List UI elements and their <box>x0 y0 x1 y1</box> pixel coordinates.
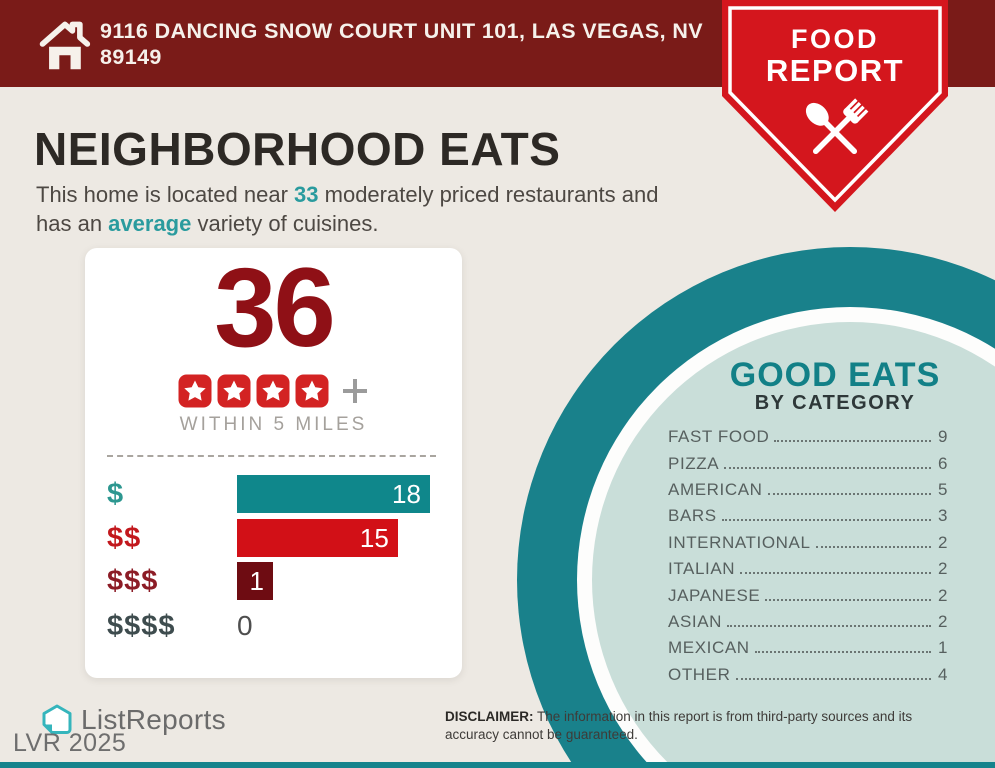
bar-value: 0 <box>237 610 253 641</box>
bar-value: 18 <box>392 478 421 509</box>
category-panel-subtitle: BY CATEGORY <box>754 392 916 414</box>
category-value: 2 <box>937 532 948 552</box>
category-value: 4 <box>937 664 948 684</box>
category-label: FAST FOOD <box>668 427 770 447</box>
category-label: ITALIAN <box>668 559 736 579</box>
total-restaurants: 36 <box>214 245 336 370</box>
disclaimer-label: DISCLAIMER: <box>445 709 534 724</box>
category-row: FAST FOOD 9 <box>668 424 948 450</box>
category-value: 2 <box>937 611 948 631</box>
disclaimer: DISCLAIMER: The information in this repo… <box>445 708 960 743</box>
star-icon <box>256 374 289 408</box>
listreports-logo-icon <box>42 704 72 734</box>
price-bar-row: $$$$ 0 <box>107 607 436 645</box>
category-panel-title: GOOD EATS <box>729 356 941 394</box>
address-line-2: 89149 <box>100 45 162 69</box>
category-label: AMERICAN <box>668 479 763 499</box>
category-label: ASIAN <box>668 611 723 631</box>
address-line-1: 9116 DANCING SNOW COURT UNIT 101, LAS VE… <box>100 19 703 43</box>
star-icon <box>178 374 211 408</box>
category-list: FAST FOOD 9 PIZZA 6 AMERICAN 5 BARS 3 INTERN… <box>668 424 948 688</box>
page-subtitle: This home is located near 33 moderately … <box>36 180 696 238</box>
watermark: LVR 2025 <box>13 729 127 757</box>
subtitle-pre: This home is located near <box>36 182 295 207</box>
category-row: JAPANESE 2 <box>668 582 948 608</box>
price-bar-row: $$ 15 <box>107 519 436 557</box>
category-value: 3 <box>937 506 948 526</box>
property-address: 9116 DANCING SNOW COURT UNIT 101, LAS VE… <box>100 18 703 70</box>
disclaimer-text: The information in this report is from t… <box>445 709 913 742</box>
bar: 18 <box>237 475 430 513</box>
category-row: PIZZA 6 <box>668 450 948 476</box>
dot-leader <box>740 572 931 575</box>
page-title: NEIGHBORHOOD EATS <box>34 123 561 175</box>
bar-value: 1 <box>249 565 264 596</box>
dot-leader <box>815 545 931 548</box>
dot-leader <box>724 466 931 469</box>
dot-leader <box>754 651 931 654</box>
category-label: BARS <box>668 506 717 526</box>
category-value: 5 <box>937 479 948 499</box>
dot-leader <box>727 624 931 627</box>
restaurant-count: 33 <box>294 182 319 207</box>
category-row: MEXICAN 1 <box>668 635 948 661</box>
bar: 0 <box>237 607 253 645</box>
restaurant-summary-card: 36 WITHIN 5 MILES $ 18 $$ 15 $$$ 1 $$$$ … <box>85 248 462 678</box>
bar: 1 <box>237 562 273 600</box>
category-label: PIZZA <box>668 453 720 473</box>
bar-category-label: $ <box>107 478 125 510</box>
category-value: 1 <box>937 638 948 658</box>
radius-caption: WITHIN 5 MILES <box>179 414 368 435</box>
food-report-badge: FOOD REPORT <box>722 0 948 212</box>
category-row: OTHER 4 <box>668 662 948 688</box>
variety-rating: average <box>108 211 192 236</box>
category-value: 2 <box>937 559 948 579</box>
category-label: MEXICAN <box>668 638 750 658</box>
bottom-accent-bar <box>0 762 995 768</box>
subtitle-post: variety of cuisines. <box>191 211 379 236</box>
dot-leader <box>735 677 931 680</box>
category-row: AMERICAN 5 <box>668 477 948 503</box>
dashed-divider <box>107 455 436 457</box>
badge-ribbon-shape <box>722 0 948 212</box>
category-value: 6 <box>937 453 948 473</box>
bar-value: 15 <box>359 522 389 553</box>
category-row: INTERNATIONAL 2 <box>668 530 948 556</box>
bar-category-label: $$$$ <box>107 610 176 642</box>
bar: 15 <box>237 519 398 557</box>
plus-icon <box>342 379 367 403</box>
dot-leader <box>721 519 931 522</box>
listreports-brand: ListReports <box>40 703 226 737</box>
bar-category-label: $$$ <box>107 565 159 597</box>
star-rating <box>85 374 462 408</box>
category-label: OTHER <box>668 664 731 684</box>
brand-name: ListReports <box>81 704 226 735</box>
star-icon <box>217 374 250 408</box>
category-row: ASIAN 2 <box>668 609 948 635</box>
star-icon <box>295 374 328 408</box>
bar-category-label: $$ <box>107 522 142 554</box>
price-bar-row: $$$ 1 <box>107 562 436 600</box>
dot-leader <box>765 598 931 601</box>
category-label: INTERNATIONAL <box>668 532 811 552</box>
dot-leader <box>767 492 931 495</box>
price-bar-row: $ 18 <box>107 475 436 513</box>
dot-leader <box>774 440 931 443</box>
badge-title-line2: REPORT <box>765 53 905 88</box>
category-label: JAPANESE <box>668 585 761 605</box>
subtitle-mid: moderately priced restaurants and has an <box>36 182 659 236</box>
category-row: ITALIAN 2 <box>668 556 948 582</box>
house-icon <box>39 21 91 70</box>
category-value: 9 <box>937 427 948 447</box>
category-value: 2 <box>937 585 948 605</box>
badge-title-line1: FOOD <box>791 24 879 54</box>
crossed-utensils-icon <box>805 98 869 155</box>
category-row: BARS 3 <box>668 503 948 529</box>
